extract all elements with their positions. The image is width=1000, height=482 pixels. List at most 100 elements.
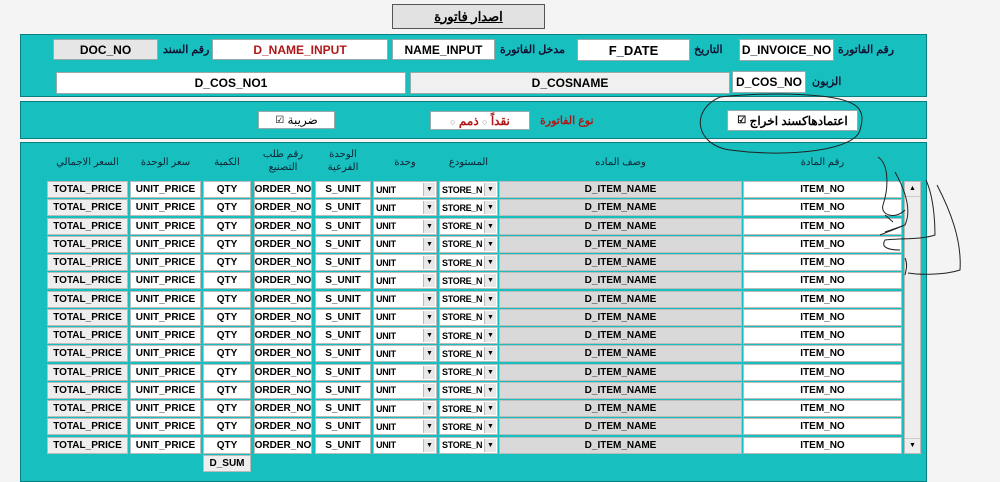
order-no-cell[interactable]: ORDER_NO (254, 327, 312, 344)
chevron-down-icon[interactable]: ▼ (484, 402, 496, 415)
chevron-down-icon[interactable]: ▼ (484, 438, 496, 452)
item-name-cell[interactable]: D_ITEM_NAME (499, 381, 742, 399)
item-no-cell[interactable]: ITEM_NO (743, 381, 902, 399)
grid-scrollbar[interactable]: ▲ ▼ (904, 181, 921, 454)
item-name-cell[interactable]: D_ITEM_NAME (499, 436, 742, 454)
store-select[interactable]: STORE_N ▼ (439, 235, 498, 253)
order-no-cell[interactable]: ORDER_NO (254, 418, 312, 436)
unit-select[interactable]: UNIT ▼ (373, 363, 437, 381)
unit-price-cell[interactable]: UNIT_PRICE (130, 363, 201, 381)
qty-cell[interactable]: QTY (203, 181, 251, 198)
s-unit-cell[interactable]: S_UNIT (315, 272, 371, 290)
item-no-cell[interactable]: ITEM_NO (743, 400, 902, 417)
store-select[interactable]: STORE_N ▼ (439, 217, 498, 235)
unit-select[interactable]: UNIT ▼ (373, 199, 437, 217)
store-select[interactable]: STORE_N ▼ (439, 290, 498, 308)
total-price-cell[interactable]: TOTAL_PRICE (47, 199, 128, 217)
chevron-down-icon[interactable]: ▼ (423, 347, 435, 361)
d-cos-no1-field[interactable]: D_COS_NO1 (56, 72, 406, 94)
qty-cell[interactable]: QTY (203, 381, 251, 399)
item-name-cell[interactable]: D_ITEM_NAME (499, 400, 742, 417)
qty-cell[interactable]: QTY (203, 363, 251, 381)
store-select[interactable]: STORE_N ▼ (439, 345, 498, 363)
total-price-cell[interactable]: TOTAL_PRICE (47, 400, 128, 417)
total-price-cell[interactable]: TOTAL_PRICE (47, 418, 128, 436)
store-select[interactable]: STORE_N ▼ (439, 418, 498, 436)
total-price-cell[interactable]: TOTAL_PRICE (47, 308, 128, 326)
qty-cell[interactable]: QTY (203, 272, 251, 290)
s-unit-cell[interactable]: S_UNIT (315, 327, 371, 344)
chevron-down-icon[interactable]: ▼ (423, 256, 435, 269)
item-name-cell[interactable]: D_ITEM_NAME (499, 308, 742, 326)
radio-cash[interactable]: نقداً ○ (482, 113, 510, 128)
scroll-down-icon[interactable]: ▼ (905, 438, 920, 453)
unit-price-cell[interactable]: UNIT_PRICE (130, 418, 201, 436)
order-no-cell[interactable]: ORDER_NO (254, 254, 312, 271)
item-no-cell[interactable]: ITEM_NO (743, 254, 902, 271)
scroll-up-icon[interactable]: ▲ (905, 182, 920, 197)
chevron-down-icon[interactable]: ▼ (423, 329, 435, 342)
title-button[interactable]: اصدار فاتورة (392, 4, 545, 29)
qty-cell[interactable]: QTY (203, 290, 251, 308)
s-unit-cell[interactable]: S_UNIT (315, 254, 371, 271)
store-select[interactable]: STORE_N ▼ (439, 181, 498, 198)
unit-price-cell[interactable]: UNIT_PRICE (130, 254, 201, 271)
f-date-field[interactable]: F_DATE (577, 39, 690, 61)
chevron-down-icon[interactable]: ▼ (423, 402, 435, 415)
unit-select[interactable]: UNIT ▼ (373, 436, 437, 454)
invoice-type-radio-group[interactable]: نقداً ○ ذمم ○ (430, 111, 530, 130)
radio-credit[interactable]: ذمم ○ (450, 113, 479, 128)
unit-price-cell[interactable]: UNIT_PRICE (130, 235, 201, 253)
order-no-cell[interactable]: ORDER_NO (254, 308, 312, 326)
unit-price-cell[interactable]: UNIT_PRICE (130, 181, 201, 198)
order-no-cell[interactable]: ORDER_NO (254, 363, 312, 381)
store-select[interactable]: STORE_N ▼ (439, 272, 498, 290)
chevron-down-icon[interactable]: ▼ (484, 329, 496, 342)
item-no-cell[interactable]: ITEM_NO (743, 345, 902, 363)
s-unit-cell[interactable]: S_UNIT (315, 308, 371, 326)
d-cos-no-field[interactable]: D_COS_NO (732, 71, 806, 93)
store-select[interactable]: STORE_N ▼ (439, 381, 498, 399)
chevron-down-icon[interactable]: ▼ (484, 383, 496, 397)
qty-cell[interactable]: QTY (203, 217, 251, 235)
total-price-cell[interactable]: TOTAL_PRICE (47, 181, 128, 198)
chevron-down-icon[interactable]: ▼ (484, 420, 496, 434)
s-unit-cell[interactable]: S_UNIT (315, 199, 371, 217)
chevron-down-icon[interactable]: ▼ (484, 256, 496, 269)
unit-select[interactable]: UNIT ▼ (373, 400, 437, 417)
order-no-cell[interactable]: ORDER_NO (254, 381, 312, 399)
item-name-cell[interactable]: D_ITEM_NAME (499, 418, 742, 436)
unit-price-cell[interactable]: UNIT_PRICE (130, 290, 201, 308)
order-no-cell[interactable]: ORDER_NO (254, 436, 312, 454)
chevron-down-icon[interactable]: ▼ (423, 365, 435, 379)
chevron-down-icon[interactable]: ▼ (484, 365, 496, 379)
order-no-cell[interactable]: ORDER_NO (254, 199, 312, 217)
store-select[interactable]: STORE_N ▼ (439, 400, 498, 417)
item-no-cell[interactable]: ITEM_NO (743, 418, 902, 436)
qty-cell[interactable]: QTY (203, 235, 251, 253)
unit-price-cell[interactable]: UNIT_PRICE (130, 308, 201, 326)
unit-price-cell[interactable]: UNIT_PRICE (130, 345, 201, 363)
unit-price-cell[interactable]: UNIT_PRICE (130, 199, 201, 217)
chevron-down-icon[interactable]: ▼ (484, 219, 496, 233)
order-no-cell[interactable]: ORDER_NO (254, 217, 312, 235)
unit-select[interactable]: UNIT ▼ (373, 381, 437, 399)
total-price-cell[interactable]: TOTAL_PRICE (47, 381, 128, 399)
item-name-cell[interactable]: D_ITEM_NAME (499, 363, 742, 381)
store-select[interactable]: STORE_N ▼ (439, 327, 498, 344)
chevron-down-icon[interactable]: ▼ (423, 237, 435, 251)
qty-cell[interactable]: QTY (203, 345, 251, 363)
unit-select[interactable]: UNIT ▼ (373, 254, 437, 271)
doc-no-field[interactable]: DOC_NO (53, 39, 158, 60)
chevron-down-icon[interactable]: ▼ (484, 237, 496, 251)
unit-price-cell[interactable]: UNIT_PRICE (130, 381, 201, 399)
qty-cell[interactable]: QTY (203, 436, 251, 454)
item-name-cell[interactable]: D_ITEM_NAME (499, 254, 742, 271)
chevron-down-icon[interactable]: ▼ (484, 183, 496, 196)
item-name-cell[interactable]: D_ITEM_NAME (499, 345, 742, 363)
total-price-cell[interactable]: TOTAL_PRICE (47, 254, 128, 271)
item-name-cell[interactable]: D_ITEM_NAME (499, 181, 742, 198)
unit-select[interactable]: UNIT ▼ (373, 290, 437, 308)
order-no-cell[interactable]: ORDER_NO (254, 272, 312, 290)
unit-price-cell[interactable]: UNIT_PRICE (130, 272, 201, 290)
